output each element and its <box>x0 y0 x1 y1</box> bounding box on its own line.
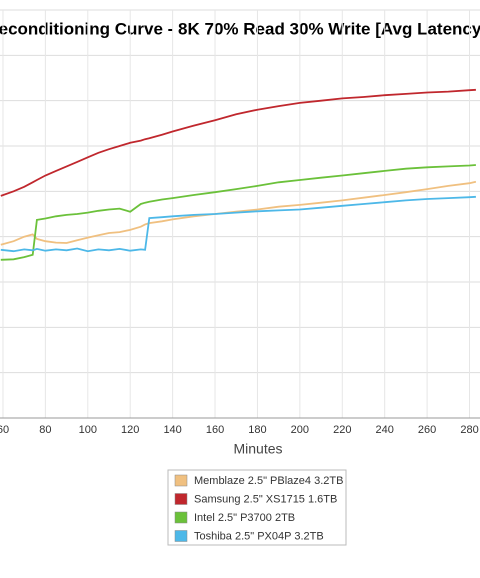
legend-label: Memblaze 2.5" PBlaze4 3.2TB <box>194 475 343 487</box>
x-tick-label: 60 <box>0 424 9 436</box>
series-line <box>0 88 476 197</box>
x-tick-label: 120 <box>121 424 139 436</box>
x-tick-label: 180 <box>248 424 266 436</box>
x-tick-label: 220 <box>333 424 351 436</box>
x-tick-label: 240 <box>376 424 394 436</box>
legend-swatch <box>174 474 188 487</box>
x-tick-label: 140 <box>163 424 181 436</box>
legend-swatch <box>174 511 188 524</box>
legend-swatch <box>174 493 188 505</box>
legend-label: Toshiba 2.5" PX04P 3.2TB <box>194 530 324 542</box>
legend-swatch <box>174 530 188 542</box>
chart-title: reconditioning Curve - 8K 70% Read 30% W… <box>0 19 480 38</box>
series-line <box>0 164 476 261</box>
series-line <box>0 195 476 253</box>
legend-label: Samsung 2.5" XS1715 1.6TB <box>194 493 337 505</box>
x-axis-label: Minutes <box>233 441 282 457</box>
x-tick-label: 80 <box>39 424 51 436</box>
x-tick-label: 200 <box>291 424 309 436</box>
legend <box>167 469 347 546</box>
series-line <box>0 180 477 246</box>
x-tick-label: 260 <box>418 424 436 436</box>
x-tick-label: 160 <box>206 424 224 436</box>
x-tick-label: 280 <box>460 424 478 436</box>
legend-label: Intel 2.5" P3700 2TB <box>194 512 295 524</box>
x-tick-label: 100 <box>79 424 97 436</box>
